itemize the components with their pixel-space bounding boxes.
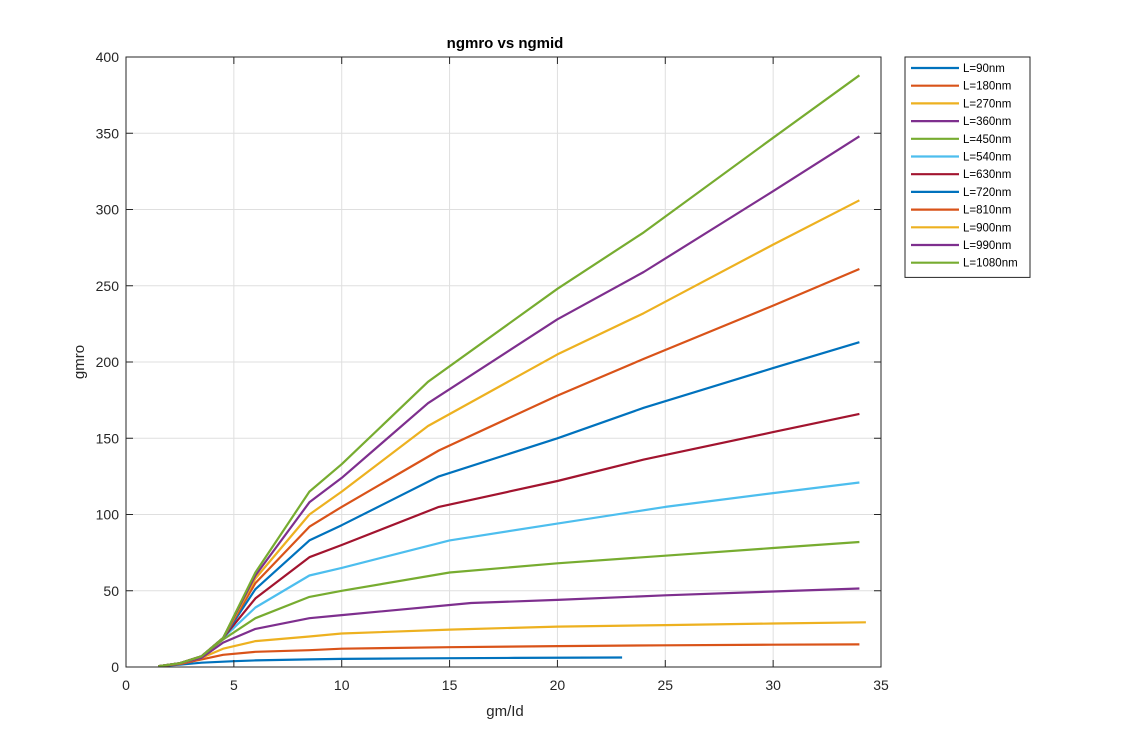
legend-label: L=450nm: [963, 134, 1011, 146]
y-tick-label: 300: [96, 202, 120, 218]
series-line-180nm: [158, 643, 860, 668]
series-line-90nm: [158, 656, 623, 668]
x-tick-label: 20: [550, 677, 566, 693]
legend-label: L=270nm: [963, 98, 1011, 110]
series-lines: [158, 74, 866, 668]
y-tick-label: 150: [96, 430, 120, 446]
y-tick-label: 50: [103, 583, 119, 599]
x-tick-label: 25: [657, 677, 673, 693]
series-line-1080nm: [158, 74, 861, 668]
x-tick-label: 30: [765, 677, 781, 693]
legend-label: L=540nm: [963, 152, 1011, 164]
y-tick-label: 350: [96, 125, 120, 141]
legend-label: L=900nm: [963, 222, 1011, 234]
x-tick-label: 15: [442, 677, 458, 693]
legend-label: L=630nm: [963, 169, 1011, 181]
series-line-360nm: [158, 587, 860, 668]
y-tick-label: 0: [111, 659, 119, 675]
legend: L=90nm L=180nm L=270nm L=360nm L=450nm L=540n…: [904, 56, 1031, 278]
y-tick-label: 400: [96, 49, 120, 65]
legend-label: L=990nm: [963, 240, 1011, 252]
legend-label: L=810nm: [963, 205, 1011, 217]
x-tick-label: 5: [230, 677, 238, 693]
chart-title: ngmro vs ngmid: [447, 35, 564, 52]
x-axis-label: gm/Id: [486, 703, 524, 720]
y-tick-label: 250: [96, 278, 120, 294]
legend-label: L=360nm: [963, 116, 1011, 128]
x-tick-label: 0: [122, 677, 130, 693]
x-tick-label: 35: [873, 677, 889, 693]
legend-label: L=180nm: [963, 81, 1011, 93]
y-axis-label: gmro: [71, 345, 88, 379]
legend-label: L=90nm: [963, 63, 1005, 75]
x-tick-label: 10: [334, 677, 350, 693]
y-tick-label: 200: [96, 354, 120, 370]
legend-label: L=720nm: [963, 187, 1011, 199]
y-tick-label: 100: [96, 507, 120, 523]
axes: [125, 56, 882, 668]
legend-box: [904, 56, 1031, 278]
legend-label: L=1080nm: [963, 258, 1018, 270]
